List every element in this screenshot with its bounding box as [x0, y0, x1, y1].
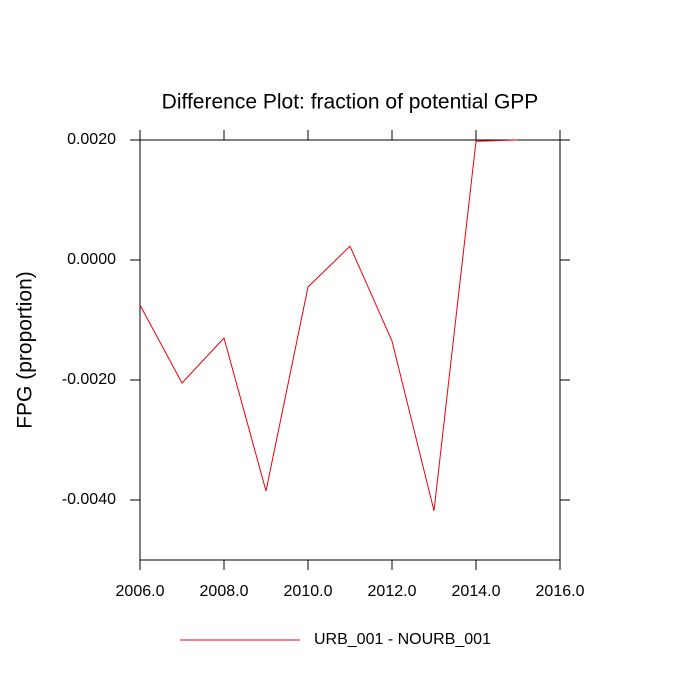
x-tick-label: 2014.0: [452, 583, 501, 600]
y-tick-label: -0.0040: [62, 491, 116, 508]
x-tick-label: 2016.0: [536, 583, 585, 600]
legend-label: URB_001 - NOURB_001: [314, 631, 491, 648]
y-tick-label: 0.0000: [67, 251, 116, 268]
x-tick-label: 2008.0: [200, 583, 249, 600]
x-tick-label: 2006.0: [116, 583, 165, 600]
x-tick-label: 2012.0: [368, 583, 417, 600]
y-axis-label: FPG (proportion): [14, 271, 37, 429]
plot-frame: [139, 139, 561, 561]
y-tick-label: 0.0020: [67, 131, 116, 148]
x-tick-label: 2010.0: [284, 583, 333, 600]
chart-title: Difference Plot: fraction of potential G…: [162, 91, 539, 114]
data-line: [139, 139, 519, 511]
y-tick-label: -0.0020: [62, 371, 116, 388]
